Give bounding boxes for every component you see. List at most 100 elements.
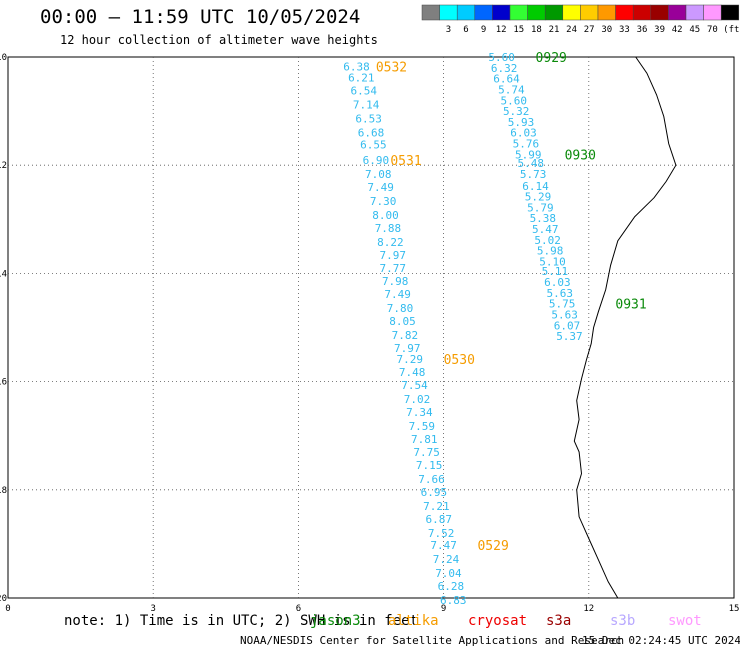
x-tick-label: 0	[5, 604, 10, 614]
legend-label: 15	[513, 25, 524, 35]
legend-label: 39	[654, 25, 665, 35]
wave-height-value: 5.73	[520, 168, 547, 181]
pass-time-label: 0532	[376, 61, 407, 76]
legend-swatch	[421, 4, 440, 21]
wave-height-value: 7.88	[375, 222, 402, 235]
wave-height-value: 7.97	[394, 342, 421, 355]
wave-height-value: 5.76	[513, 138, 540, 151]
legend-swatch	[509, 4, 528, 21]
wave-height-value: 6.64	[493, 73, 520, 86]
x-tick-label: 9	[441, 604, 446, 614]
wave-height-value: 5.75	[549, 298, 576, 311]
wave-height-value: 6.03	[510, 127, 537, 140]
wave-height-value: 5.99	[515, 148, 542, 161]
wave-height-value: 6.14	[522, 180, 549, 193]
wave-height-value: 7.14	[353, 99, 380, 112]
mission-name: s3b	[610, 613, 636, 629]
legend-swatch	[720, 4, 740, 21]
wave-height-value: 5.93	[508, 116, 535, 129]
legend-label: 24	[566, 25, 577, 35]
coastline	[573, 56, 677, 599]
wave-height-value: 8.22	[377, 236, 404, 249]
mission-name: jason3	[310, 613, 361, 629]
wave-height-value: 7.49	[384, 288, 411, 301]
legend-swatch	[668, 4, 687, 21]
legend-swatch	[562, 4, 581, 21]
y-tick-label: -12	[0, 161, 7, 171]
wave-height-value: 7.75	[413, 446, 440, 459]
wave-height-value: 5.38	[530, 212, 557, 225]
wave-height-value: 5.60	[488, 51, 515, 64]
wave-height-value: 7.52	[428, 527, 455, 540]
legend-label: 9	[481, 25, 486, 35]
wave-height-value: 6.03	[544, 276, 571, 289]
wave-height-value: 5.63	[547, 287, 574, 300]
mission-name: cryosat	[468, 613, 528, 629]
wave-height-value: 6.90	[363, 154, 390, 167]
wave-height-value: 7.15	[416, 459, 443, 472]
y-tick-label: -18	[0, 486, 7, 496]
legend-swatch	[527, 4, 546, 21]
wave-height-value: 5.98	[537, 245, 564, 258]
legend-label: 27	[584, 25, 595, 35]
legend-label: 33	[619, 25, 630, 35]
mission-name: altika	[388, 613, 439, 629]
wave-height-value: 7.29	[396, 353, 423, 366]
wave-height-value: 5.47	[532, 223, 559, 236]
wave-height-value: 7.02	[404, 393, 431, 406]
timestamp-text: 15 Dec 02:24:45 UTC 2024	[582, 634, 740, 647]
wave-height-value: 7.98	[382, 275, 409, 288]
wave-height-value: 6.68	[358, 127, 385, 140]
wave-height-value: 7.08	[365, 168, 392, 181]
legend-label: 45	[689, 25, 700, 35]
y-tick-label: -16	[0, 378, 7, 388]
legend-label: 36	[637, 25, 648, 35]
x-tick-label: 3	[150, 604, 155, 614]
legend-swatch	[615, 4, 634, 21]
wave-height-value: 7.97	[380, 249, 407, 262]
wave-height-value: 7.66	[418, 473, 445, 486]
legend-label: 18	[531, 25, 542, 35]
legend-label: (ft)	[723, 25, 740, 35]
legend-swatch	[685, 4, 704, 21]
wave-height-value: 5.48	[517, 157, 544, 170]
wave-height-value: 6.54	[350, 85, 377, 98]
wave-height-value: 5.63	[551, 309, 578, 322]
legend-swatch	[439, 4, 458, 21]
wave-height-value: 5.10	[539, 255, 566, 268]
legend-label: 12	[496, 25, 507, 35]
pass-time-label: 0529	[477, 539, 508, 554]
wave-height-value: 6.53	[355, 113, 382, 126]
legend-swatch	[474, 4, 493, 21]
pass-time-label: 0531	[390, 154, 421, 169]
wave-height-value: 7.30	[370, 195, 397, 208]
wave-height-value: 7.24	[433, 553, 460, 566]
plot-frame	[7, 56, 735, 599]
pass-time-label: 0930	[565, 148, 596, 163]
wave-height-value: 6.28	[438, 580, 465, 593]
wave-height-value: 6.87	[426, 513, 453, 526]
wave-height-value: 7.54	[401, 379, 428, 392]
legend-swatch	[544, 4, 564, 21]
wave-height-value: 6.21	[348, 72, 375, 85]
legend-label: 42	[672, 25, 683, 35]
legend-swatch	[492, 4, 511, 21]
wave-height-value: 7.49	[367, 181, 394, 194]
legend-label: 70	[707, 25, 718, 35]
wave-height-value: 7.81	[411, 433, 438, 446]
wave-height-value: 6.07	[554, 319, 581, 332]
wave-height-value: 5.74	[498, 83, 525, 96]
legend-label: 21	[549, 25, 560, 35]
wave-height-value: 7.04	[435, 567, 462, 580]
wave-height-value: 7.21	[423, 500, 450, 513]
wave-height-value: 7.77	[380, 262, 407, 275]
mission-name: s3a	[546, 613, 572, 629]
wave-height-value: 7.80	[387, 302, 414, 315]
y-tick-label: -20	[0, 594, 7, 604]
wave-height-value: 5.29	[525, 191, 552, 204]
x-tick-label: 15	[729, 604, 740, 614]
pass-time-label: 0929	[536, 51, 567, 66]
wave-height-value: 6.95	[421, 486, 448, 499]
y-tick-label: -14	[0, 269, 7, 279]
